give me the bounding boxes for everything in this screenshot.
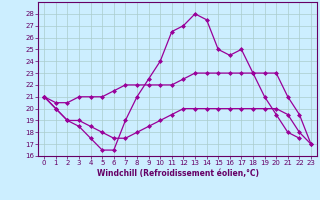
X-axis label: Windchill (Refroidissement éolien,°C): Windchill (Refroidissement éolien,°C): [97, 169, 259, 178]
